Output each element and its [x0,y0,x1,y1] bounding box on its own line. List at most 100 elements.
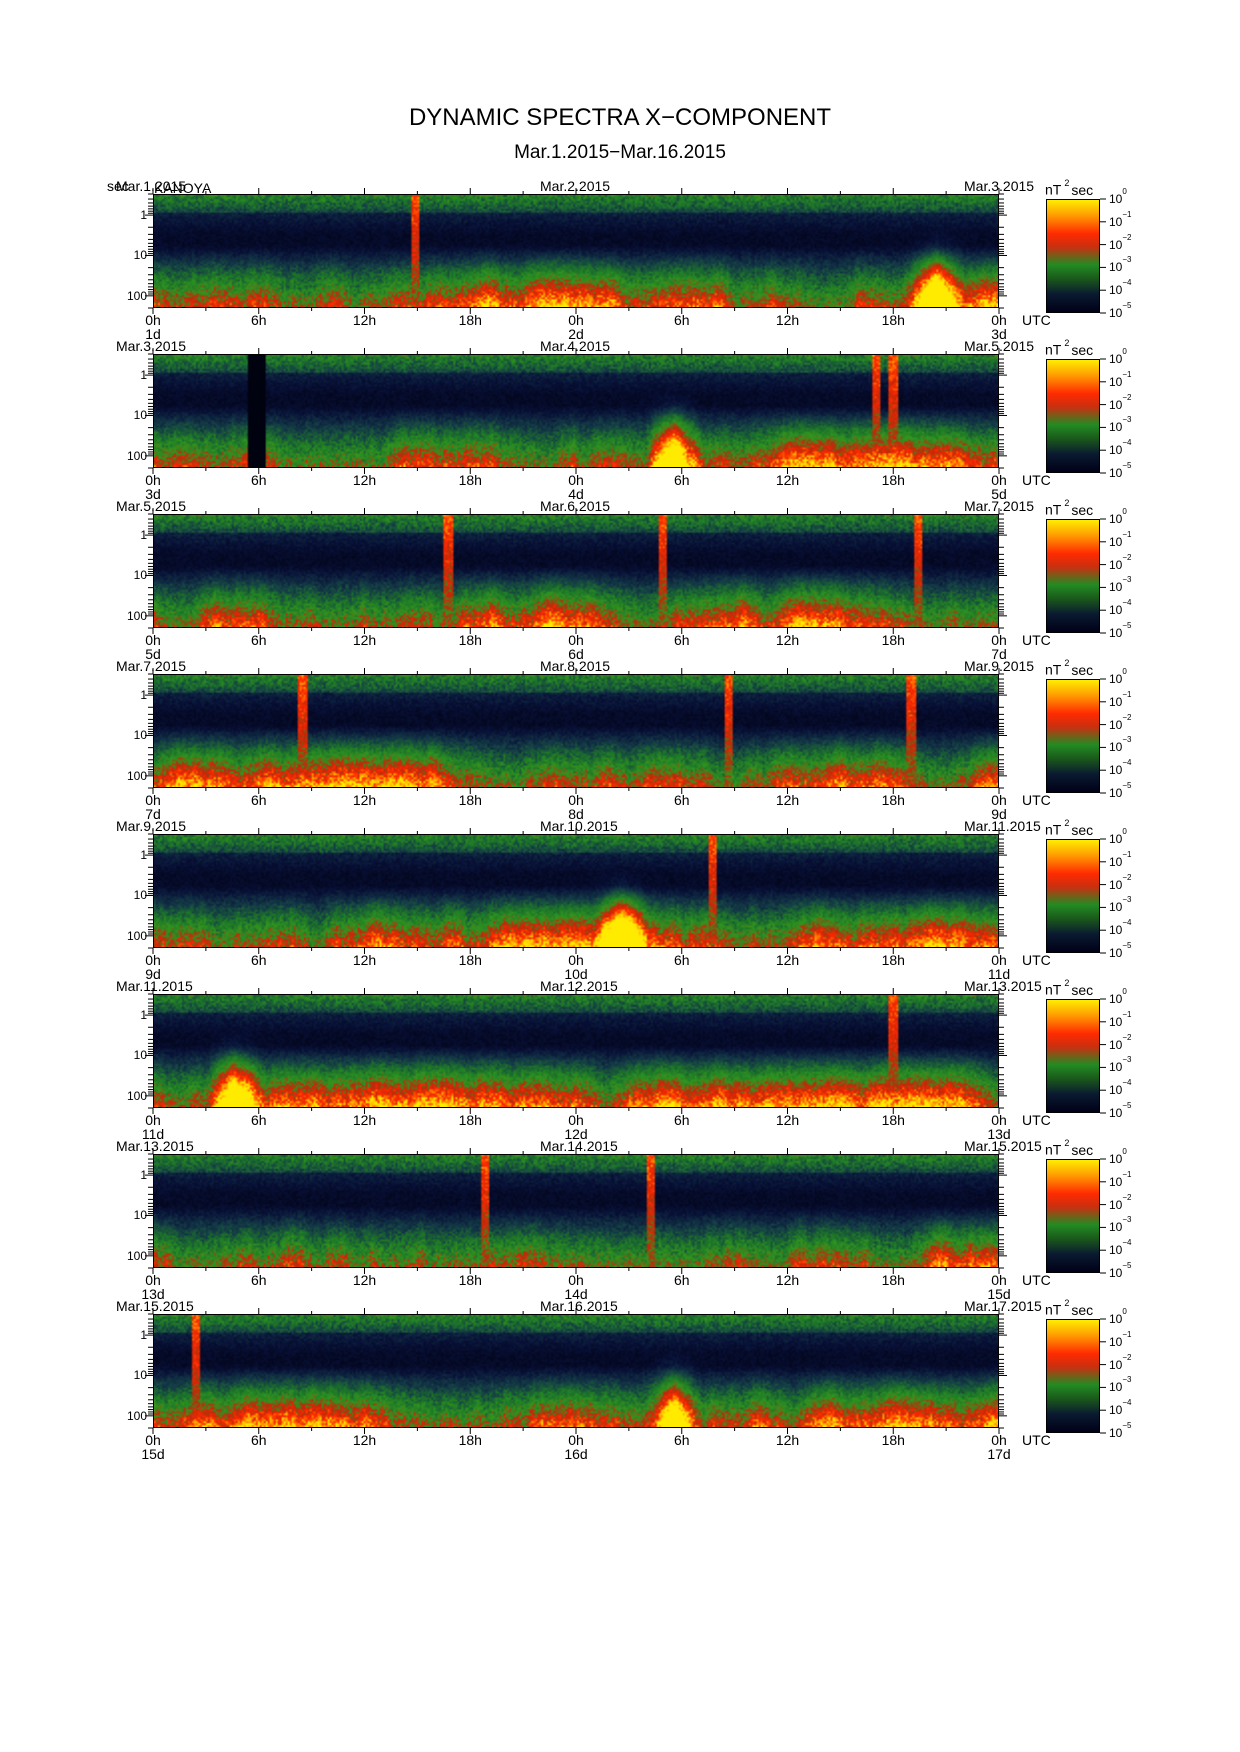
spectrum-panel: Mar.15.2015 Mar.16.2015 Mar.17.2015 1 10 100 0… [0,1298,1240,1478]
colorbar-tick-label: 10−2 [1109,393,1131,412]
day-label: 4d [568,486,584,502]
colorbar-unit: nT 2 sec [1045,818,1094,838]
spectrum-panel: Mar.9.2015 Mar.10.2015 Mar.11.2015 1 10 100 0h… [0,818,1240,998]
colorbar-tick-base: 10 [1109,352,1123,366]
colorbar-tick-label: 10−1 [1109,1330,1131,1349]
colorbar [1046,519,1100,633]
colorbar-unit-exp: 2 [1064,818,1070,828]
colorbar-unit-base: nT [1045,1301,1062,1318]
colorbar-tick-label: 100 [1109,1307,1127,1326]
panel-date-right: Mar.5.2015 [964,338,1035,354]
x-tick-label: 0h [145,312,161,328]
panel-date-left: Mar.1.2015 [116,178,187,194]
colorbar-tick-label: 10−3 [1109,895,1131,915]
panel-date-right: Mar.7.2015 [964,498,1035,514]
colorbar-unit-tail: sec [1071,821,1094,838]
colorbar-tick-label: 10−2 [1109,553,1131,572]
colorbar-tick-label: 100 [1109,187,1127,206]
colorbar-tick-base: 10 [1109,1357,1123,1372]
x-tick-label: 0h [145,1112,161,1128]
colorbar-tick-exp: −4 [1122,598,1132,608]
colorbar-tick-label: 100 [1109,827,1127,846]
colorbar-tick-base: 10 [1109,192,1123,206]
x-tick-label: 0h [568,1272,584,1288]
y-tick-label: 1 [140,1008,147,1023]
colorbar-tick-exp: −5 [1122,781,1132,790]
spectrogram-plot [153,994,999,1108]
day-label: 10d [564,966,588,982]
colorbar-tick-base: 10 [1109,1426,1123,1440]
x-tick-label: 18h [458,792,482,808]
colorbar-tick-exp: 0 [1122,187,1127,196]
x-tick-label: 18h [881,792,905,808]
x-tick-label: 0h [568,312,584,328]
x-tick-label: 18h [458,632,482,648]
x-axis-unit: UTC [1022,312,1051,328]
x-axis-unit: UTC [1022,632,1051,648]
colorbar-tick-base: 10 [1109,1037,1123,1052]
panel-date-mid: Mar.8.2015 [540,658,611,674]
colorbar-tick-base: 10 [1109,1106,1123,1120]
day-label: 13d [141,1286,165,1302]
colorbar [1046,1159,1100,1273]
x-tick-label: 0h [991,952,1007,968]
x-tick-label: 18h [881,472,905,488]
y-tick-label: 10 [133,728,147,743]
panel-date-mid: Mar.6.2015 [540,498,611,514]
spectrogram-plot [153,354,999,468]
y-tick-label: 10 [133,888,147,903]
x-axis-unit: UTC [1022,1432,1051,1448]
spectrogram-plot [153,194,999,308]
y-tick-label: 1 [140,528,147,543]
x-tick-label: 12h [775,312,800,328]
colorbar-tick-exp: −3 [1122,735,1132,745]
colorbar-tick-label: 10−3 [1109,255,1131,275]
colorbar-tick-base: 10 [1109,260,1123,275]
colorbar-unit-base: nT [1045,981,1062,998]
colorbar-tick-label: 10−3 [1109,575,1131,594]
spectrum-panel: Mar.11.2015 Mar.12.2015 Mar.13.2015 1 10 100 0… [0,978,1240,1158]
x-tick-label: 18h [458,1432,482,1448]
x-tick-label: 0h [568,1432,584,1448]
x-tick-label: 12h [352,632,377,648]
colorbar-tick-base: 10 [1109,466,1123,480]
colorbar-tick-base: 10 [1109,1380,1123,1395]
colorbar-unit: nT 2 sec [1045,338,1094,358]
colorbar-tick-exp: 0 [1122,507,1127,516]
colorbar-tick-base: 10 [1109,900,1123,915]
colorbar-tick-base: 10 [1109,557,1123,572]
x-tick-label: 6h [673,1432,690,1448]
y-tick-label: 1 [140,1168,147,1183]
y-tick-label: 100 [126,1088,147,1103]
colorbar-tick-label: 10−1 [1109,370,1131,389]
day-label: 13d [987,1126,1011,1142]
x-tick-label: 18h [458,472,482,488]
colorbar-unit-tail: sec [1071,181,1094,198]
x-tick-label: 6h [673,632,690,648]
colorbar-tick-exp: −1 [1122,689,1132,699]
colorbar [1046,999,1100,1113]
colorbar-unit-base: nT [1045,501,1062,518]
colorbar-tick-label: 10−4 [1109,598,1131,617]
colorbar-tick-base: 10 [1109,214,1123,229]
colorbar-unit-tail: sec [1071,341,1094,358]
x-tick-label: 18h [458,1272,482,1288]
spectrogram-plot [153,1314,999,1428]
spectrogram-image [154,675,998,787]
x-tick-label: 12h [775,952,800,968]
colorbar-tick-label: 10−5 [1109,301,1131,320]
y-tick-label: 10 [133,248,147,263]
spectrogram-image [154,195,998,307]
y-tick-label: 100 [126,608,147,623]
colorbar-tick-label: 100 [1109,1147,1127,1166]
x-tick-label: 18h [458,952,482,968]
colorbar-tick-base: 10 [1109,420,1123,435]
x-tick-label: 0h [991,632,1007,648]
colorbar-tick-label: 10−3 [1109,415,1131,435]
spectrogram-image [154,835,998,947]
x-tick-label: 0h [145,792,161,808]
x-tick-label: 6h [250,952,267,968]
colorbar-tick-base: 10 [1109,397,1123,412]
y-tick-label: 100 [126,768,147,783]
day-label: 7d [991,646,1007,662]
